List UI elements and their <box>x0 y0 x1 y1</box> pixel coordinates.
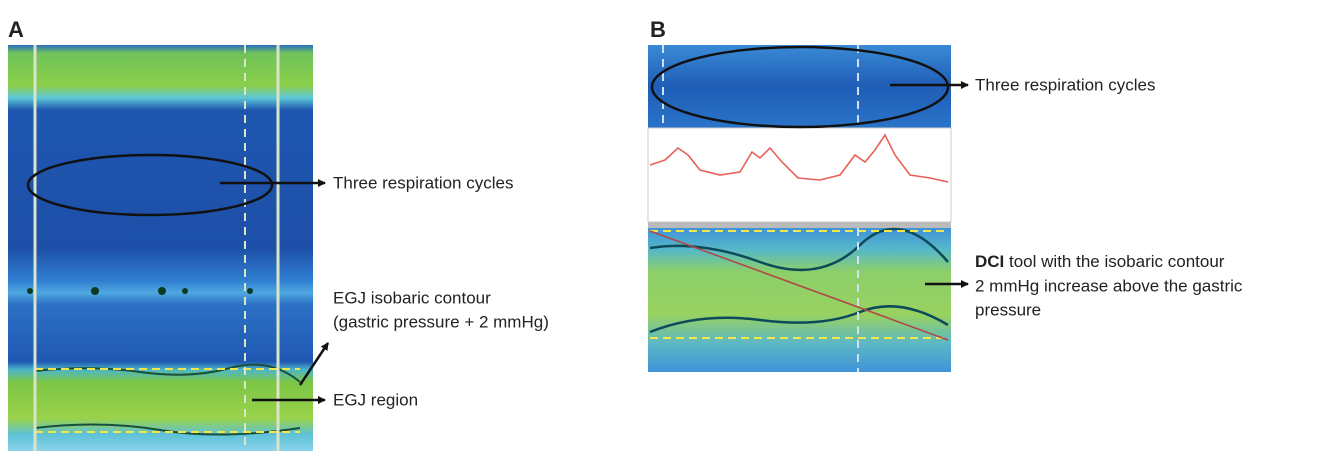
annotation-text: tool with the isobaric contour <box>1004 252 1225 271</box>
separator <box>648 222 951 228</box>
annotation: pressure <box>975 300 1041 319</box>
annotation: (gastric pressure + 2 mmHg) <box>333 312 549 331</box>
manometry-plot <box>648 228 951 372</box>
annotation: DCI tool with the isobaric contour <box>975 252 1225 271</box>
annotation: Three respiration cycles <box>333 173 513 192</box>
respiration-trace-panel <box>648 128 951 222</box>
annotation: Three respiration cycles <box>975 75 1155 94</box>
manometry-plot <box>8 45 313 451</box>
annotation: EGJ isobaric contour <box>333 288 491 307</box>
annotation: 2 mmHg increase above the gastric <box>975 276 1243 295</box>
panel-label: A <box>8 17 24 42</box>
bold-term: DCI <box>975 252 1004 271</box>
panel-label: B <box>650 17 666 42</box>
annotation: EGJ region <box>333 390 418 409</box>
figure: A Three respiration cycles EGJ isobaric … <box>0 0 1331 451</box>
